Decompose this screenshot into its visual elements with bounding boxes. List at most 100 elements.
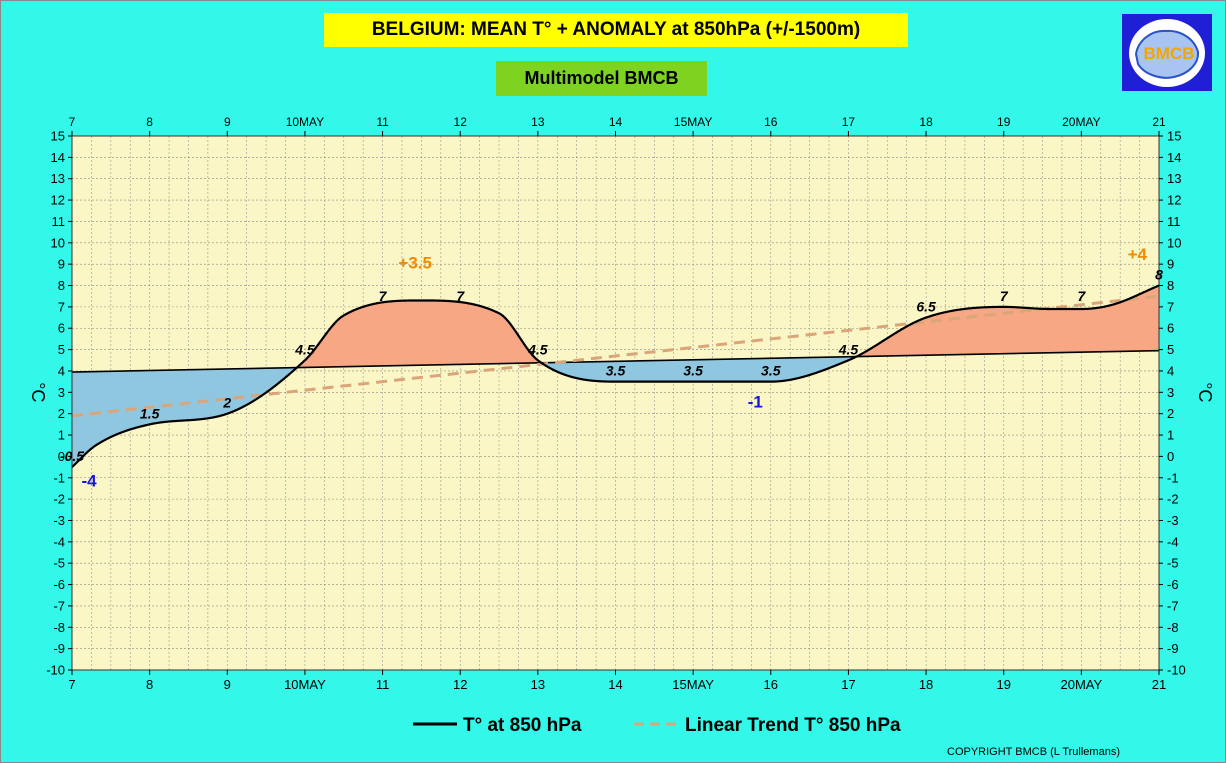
- y-tick-label: 2: [1167, 406, 1174, 421]
- y-tick-label: -2: [1167, 492, 1179, 507]
- y-tick-label: 4: [1167, 363, 1174, 378]
- anomaly-label: +3.5: [398, 253, 432, 272]
- y-tick-label: -4: [53, 534, 65, 549]
- point-label: 3.5: [683, 363, 703, 379]
- x-tick-label: 19: [997, 115, 1011, 129]
- y-tick-label: -3: [53, 513, 65, 528]
- x-tick-label: 10MAY: [286, 115, 324, 129]
- y-tick-label: 10: [1167, 235, 1181, 250]
- x-tick-label: 21: [1152, 115, 1166, 129]
- y-tick-label: -6: [1167, 577, 1179, 592]
- x-axis-top: 7 8 9 10MAY 11 12 13 14 15MAY 16 17 18 19 20MAY 21: [69, 115, 1166, 136]
- x-axis-bottom: 7 8 9 10MAY 11 12 13 14 15MAY 16 17 18 19 20MAY 21: [68, 670, 1166, 692]
- y-tick-label: 13: [51, 171, 65, 186]
- x-tick-label: 8: [146, 677, 153, 692]
- point-label: 7: [379, 288, 388, 304]
- x-tick-label: 12: [454, 115, 468, 129]
- x-tick-label: 17: [841, 677, 855, 692]
- point-label: 2: [222, 395, 231, 411]
- y-tick-label: -2: [53, 492, 65, 507]
- logo-map-icon: [1134, 29, 1200, 79]
- y-tick-label: -10: [46, 663, 65, 678]
- chart-subtitle: Multimodel BMCB: [496, 61, 707, 96]
- y-axis-right: -10-9-8-7-6-5-4-3-2-10123456789101112131…: [1159, 129, 1186, 678]
- anomaly-label: -4: [82, 471, 98, 490]
- x-tick-label: 11: [376, 677, 390, 692]
- y-tick-label: 6: [58, 321, 65, 336]
- y-tick-label: 1: [1167, 428, 1174, 443]
- point-label: 7: [456, 288, 465, 304]
- y-tick-label: 1: [58, 428, 65, 443]
- y-tick-label: -10: [1167, 663, 1186, 678]
- x-tick-label: 8: [146, 115, 153, 129]
- y-tick-label: 4: [58, 363, 65, 378]
- x-tick-label: 7: [69, 115, 76, 129]
- point-label: 6.5: [916, 299, 936, 315]
- y-tick-label: 11: [52, 214, 66, 229]
- y-tick-label: 7: [58, 299, 65, 314]
- y-tick-label: -8: [53, 620, 65, 635]
- x-tick-label: 9: [224, 115, 231, 129]
- x-tick-label: 17: [842, 115, 856, 129]
- y-tick-label: -9: [1167, 641, 1179, 656]
- y-tick-label: 14: [51, 150, 65, 165]
- point-label: -0.5: [60, 448, 84, 464]
- y-tick-label: -7: [53, 598, 65, 613]
- y-tick-label: -5: [53, 556, 65, 571]
- y-tick-label: 0: [58, 449, 65, 464]
- point-label: 4.5: [294, 341, 315, 357]
- x-tick-label: 14: [609, 115, 623, 129]
- anomaly-label: -1: [748, 392, 763, 411]
- y-tick-label: 15: [51, 129, 65, 144]
- point-label: 8: [1155, 267, 1163, 283]
- point-label: 7: [1077, 288, 1086, 304]
- point-label: 4.5: [838, 341, 859, 357]
- y-tick-label: 3: [1167, 385, 1174, 400]
- y-tick-label: 12: [51, 193, 65, 208]
- x-tick-label: 18: [919, 115, 933, 129]
- anomaly-label: +4: [1128, 245, 1148, 264]
- x-tick-label: 16: [764, 677, 778, 692]
- y-tick-label: 9: [58, 257, 65, 272]
- point-label: 4.5: [527, 341, 548, 357]
- y-tick-label: -5: [1167, 556, 1179, 571]
- y-tick-label: 0: [1167, 449, 1174, 464]
- point-label: 1.5: [140, 405, 160, 421]
- x-tick-label: 15MAY: [674, 115, 712, 129]
- normal-line: [71, 349, 1160, 373]
- y-tick-label: -1: [53, 470, 65, 485]
- x-tick-label: 21: [1152, 677, 1166, 692]
- x-tick-label: 11: [376, 115, 389, 129]
- y-tick-label: 3: [58, 385, 65, 400]
- y-tick-label: 13: [1167, 171, 1181, 186]
- legend-label-trend: Linear Trend T° 850 hPa: [685, 715, 901, 736]
- y-tick-label: 12: [1167, 193, 1181, 208]
- y-tick-label: 5: [1167, 342, 1174, 357]
- y-tick-label: 10: [51, 235, 65, 250]
- x-tick-label: 10MAY: [284, 677, 326, 692]
- y-tick-label: 5: [58, 342, 65, 357]
- x-tick-label: 15MAY: [672, 677, 714, 692]
- x-tick-label: 7: [68, 677, 75, 692]
- x-tick-label: 13: [531, 677, 545, 692]
- cold-anomaly-area: [541, 356, 857, 382]
- cold-anomaly-area: [72, 367, 298, 468]
- y-tick-label: 11: [1167, 214, 1181, 229]
- y-tick-label: -8: [1167, 620, 1179, 635]
- temperature-line: [71, 284, 1160, 468]
- y-tick-label: 8: [1167, 278, 1174, 293]
- y-tick-label: -4: [1167, 534, 1179, 549]
- y-tick-label: 9: [1167, 257, 1174, 272]
- point-label: 7: [1000, 288, 1009, 304]
- y-tick-label: -7: [1167, 598, 1179, 613]
- y-axis-label-left: °C: [28, 382, 48, 402]
- x-tick-label: 9: [224, 677, 231, 692]
- y-tick-label: 2: [58, 406, 65, 421]
- point-labels: -0.5 1.5 2 4.5 7 7 4.5 3.5 3.5 3.5 4.5 6.5 7 7 8: [60, 267, 1163, 465]
- legend: T° at 850 hPa Linear Trend T° 850 hPa: [413, 715, 901, 736]
- chart-title: BELGIUM: MEAN T° + ANOMALY at 850hPa (+/…: [324, 13, 908, 47]
- warm-anomaly-area: [297, 300, 542, 368]
- trend-line: [71, 294, 1160, 418]
- y-axis-label-right: °C: [1195, 382, 1215, 402]
